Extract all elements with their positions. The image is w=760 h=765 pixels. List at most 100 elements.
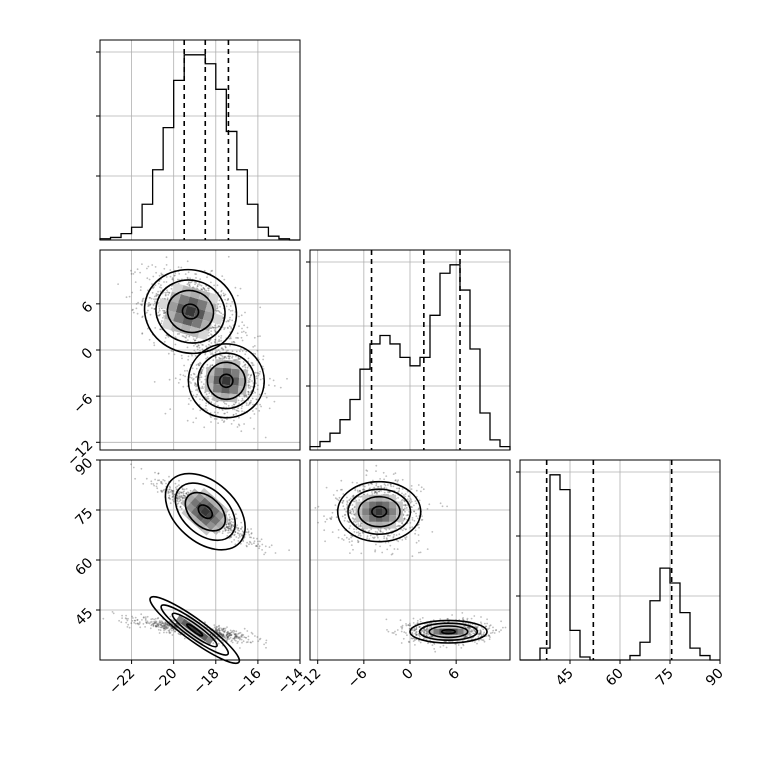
sample-point bbox=[157, 618, 159, 620]
sample-point bbox=[223, 279, 225, 281]
sample-point bbox=[345, 511, 347, 513]
sample-point bbox=[223, 295, 225, 297]
sample-point bbox=[214, 341, 216, 343]
histogram-panel-0-background bbox=[100, 40, 300, 240]
sample-point bbox=[217, 303, 219, 305]
sample-point bbox=[219, 351, 221, 353]
sample-point bbox=[427, 642, 429, 644]
sample-point bbox=[179, 506, 181, 508]
sample-point bbox=[252, 641, 254, 643]
sample-point bbox=[217, 412, 219, 414]
sample-point bbox=[362, 489, 364, 491]
histogram-panel-2 bbox=[516, 460, 720, 660]
sample-point bbox=[210, 353, 212, 355]
sample-point bbox=[382, 532, 384, 534]
sample-point bbox=[194, 283, 196, 285]
sample-point bbox=[427, 508, 429, 510]
sample-point bbox=[172, 634, 174, 636]
sample-point bbox=[348, 538, 350, 540]
sample-point bbox=[364, 489, 366, 491]
sample-point bbox=[376, 531, 378, 533]
sample-point bbox=[215, 628, 217, 630]
sample-point bbox=[224, 356, 226, 358]
sample-point bbox=[142, 301, 144, 303]
sample-point bbox=[175, 483, 177, 485]
sample-point bbox=[159, 275, 161, 277]
sample-point bbox=[360, 553, 362, 555]
sample-point bbox=[417, 620, 419, 622]
sample-point bbox=[419, 636, 421, 638]
sample-point bbox=[237, 527, 239, 529]
sample-point bbox=[246, 402, 248, 404]
sample-point bbox=[220, 633, 222, 635]
sample-point bbox=[127, 624, 129, 626]
sample-point bbox=[190, 400, 192, 402]
sample-point bbox=[172, 350, 174, 352]
sample-point bbox=[483, 632, 485, 634]
sample-point bbox=[154, 300, 156, 302]
sample-point bbox=[141, 619, 143, 621]
sample-point bbox=[228, 355, 230, 357]
sample-point bbox=[222, 349, 224, 351]
sample-point bbox=[248, 378, 250, 380]
sample-point bbox=[367, 535, 369, 537]
sample-point bbox=[259, 545, 261, 547]
sample-point bbox=[232, 310, 234, 312]
sample-point bbox=[396, 534, 398, 536]
sample-point bbox=[242, 350, 244, 352]
sample-point bbox=[208, 288, 210, 290]
sample-point bbox=[230, 635, 232, 637]
sample-point bbox=[237, 332, 239, 334]
sample-point bbox=[248, 543, 250, 545]
sample-point bbox=[235, 287, 237, 289]
sample-point bbox=[259, 541, 261, 543]
sample-point bbox=[354, 506, 356, 508]
sample-point bbox=[265, 552, 267, 554]
sample-point bbox=[238, 417, 240, 419]
sample-point bbox=[343, 539, 345, 541]
sample-point bbox=[159, 632, 161, 634]
sample-point bbox=[153, 344, 155, 346]
sample-point bbox=[286, 378, 288, 380]
sample-point bbox=[210, 282, 212, 284]
sample-point bbox=[351, 513, 353, 515]
sample-point bbox=[241, 405, 243, 407]
sample-point bbox=[210, 421, 212, 423]
sample-point bbox=[182, 491, 184, 493]
sample-point bbox=[181, 355, 183, 357]
sample-point bbox=[192, 379, 194, 381]
density-cell bbox=[223, 360, 232, 369]
sample-point bbox=[246, 404, 248, 406]
sample-point bbox=[157, 491, 159, 493]
sample-point bbox=[264, 393, 266, 395]
sample-point bbox=[383, 472, 385, 474]
sample-point bbox=[213, 624, 215, 626]
sample-point bbox=[356, 528, 358, 530]
sample-point bbox=[271, 544, 273, 546]
sample-point bbox=[415, 503, 417, 505]
sample-point bbox=[442, 505, 444, 507]
sample-point bbox=[207, 364, 209, 366]
sample-point bbox=[403, 504, 405, 506]
sample-point bbox=[175, 336, 177, 338]
sample-point bbox=[154, 472, 156, 474]
sample-point bbox=[157, 480, 159, 482]
sample-point bbox=[164, 310, 166, 312]
sample-point bbox=[163, 623, 165, 625]
sample-point bbox=[210, 416, 212, 418]
sample-point bbox=[346, 537, 348, 539]
sample-point bbox=[366, 537, 368, 539]
sample-point bbox=[332, 512, 334, 514]
sample-point bbox=[175, 487, 177, 489]
sample-point bbox=[374, 492, 376, 494]
sample-point bbox=[274, 401, 276, 403]
sample-point bbox=[235, 413, 237, 415]
sample-point bbox=[222, 357, 224, 359]
sample-point bbox=[412, 517, 414, 519]
sample-point bbox=[203, 383, 205, 385]
sample-point bbox=[136, 308, 138, 310]
sample-point bbox=[214, 331, 216, 333]
sample-point bbox=[257, 543, 259, 545]
sample-point bbox=[356, 532, 358, 534]
sample-point bbox=[482, 628, 484, 630]
